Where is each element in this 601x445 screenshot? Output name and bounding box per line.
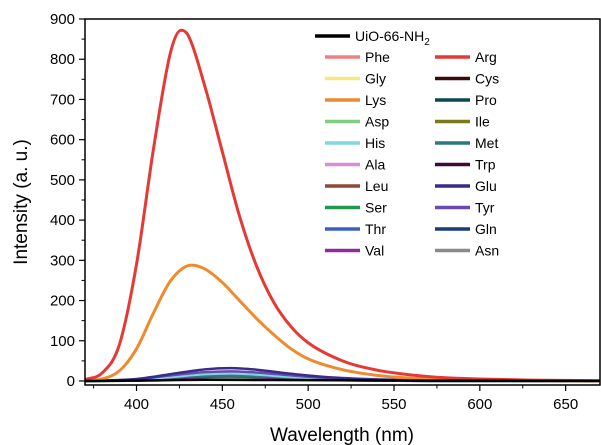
series-line-lys [85, 263, 600, 383]
x-tick-label: 550 [381, 396, 406, 413]
legend-label-met: Met [475, 135, 498, 151]
legend-label-his: His [365, 135, 385, 151]
y-tick-label: 600 [50, 132, 75, 149]
x-tick-label: 400 [124, 396, 149, 413]
legend-label-leu: Leu [365, 178, 388, 194]
legend-label-thr: Thr [365, 221, 386, 237]
series-line-arg [85, 28, 600, 383]
legend-label-lys: Lys [365, 92, 386, 108]
legend-label-ile: Ile [475, 114, 490, 130]
y-tick-label: 700 [50, 91, 75, 108]
legend-label-ser: Ser [365, 200, 387, 216]
x-axis-title: Wavelength (nm) [270, 425, 414, 445]
plot-frame [84, 18, 601, 386]
legend-label-arg: Arg [475, 49, 497, 65]
y-tick-label: 100 [50, 333, 75, 350]
legend-label-ala: Ala [365, 157, 385, 173]
legend-label-gln: Gln [475, 221, 497, 237]
x-tick-label: 600 [467, 396, 492, 413]
y-tick-label: 900 [50, 11, 75, 28]
y-tick-label: 300 [50, 252, 75, 269]
y-tick-label: 200 [50, 293, 75, 310]
x-tick-label: 500 [296, 396, 321, 413]
legend-label-gly: Gly [365, 71, 386, 87]
x-tick-label: 450 [210, 396, 235, 413]
legend-label-asn: Asn [475, 243, 499, 259]
legend-label-trp: Trp [475, 157, 496, 173]
y-tick-label: 400 [50, 212, 75, 229]
legend-label-val: Val [365, 243, 384, 259]
legend-label-cys: Cys [475, 71, 499, 87]
x-tick-label: 650 [553, 396, 578, 413]
y-tick-label: 800 [50, 51, 75, 68]
plot-lines [85, 28, 600, 383]
y-tick-label: 500 [50, 172, 75, 189]
legend-label-tyr: Tyr [475, 200, 495, 216]
x-axis: 400 450 500 550 600 650 [93, 385, 578, 413]
y-axis: 0 100 200 300 400 500 600 700 800 900 [50, 11, 85, 390]
legend-label-glu: Glu [475, 178, 497, 194]
y-tick-label: 0 [67, 373, 75, 390]
y-axis-title: Intensity (a. u.) [11, 139, 32, 265]
legend-label-uio-66-nh2: UiO-66-NH2 [355, 28, 430, 48]
series-line-uio-66-nh2 [85, 378, 600, 383]
legend-label-asp: Asp [365, 114, 389, 130]
legend-label-pro: Pro [475, 92, 497, 108]
legend-label-phe: Phe [365, 49, 390, 65]
